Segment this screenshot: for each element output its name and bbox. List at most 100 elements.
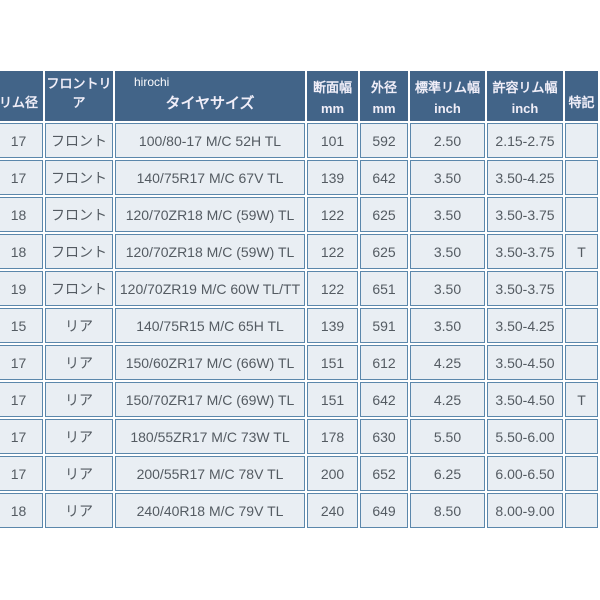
- cell-standard-rim-width: 3.50: [410, 160, 485, 195]
- cell-outer-diameter: 591: [360, 308, 408, 343]
- cell-special-note: [565, 123, 598, 158]
- cell-rim-diameter: 17: [0, 345, 43, 380]
- cell-special-note: [565, 197, 598, 232]
- col-header-label: フロントリア: [46, 76, 112, 110]
- cell-section-width: 139: [307, 308, 358, 343]
- cell-special-note: [565, 271, 598, 306]
- table-header: リム径 フロントリア hirochi タイヤサイズ 断面幅 mm 外径 mm: [0, 71, 598, 121]
- cell-front-rear: リア: [45, 493, 113, 528]
- cell-allowable-rim-width: 3.50-4.50: [487, 382, 563, 417]
- cell-allowable-rim-width: 3.50-3.75: [487, 271, 563, 306]
- cell-special-note: T: [565, 382, 598, 417]
- table-row: 17 フロント 100/80-17 M/C 52H TL 101 592 2.5…: [0, 123, 598, 158]
- cell-allowable-rim-width: 3.50-4.25: [487, 160, 563, 195]
- cell-special-note: [565, 419, 598, 454]
- cell-outer-diameter: 642: [360, 160, 408, 195]
- cell-outer-diameter: 612: [360, 345, 408, 380]
- cell-front-rear: フロント: [45, 123, 113, 158]
- cell-standard-rim-width: 6.25: [410, 456, 485, 491]
- cell-tire-size: 100/80-17 M/C 52H TL: [115, 123, 305, 158]
- cell-front-rear: リア: [45, 308, 113, 343]
- cell-allowable-rim-width: 8.00-9.00: [487, 493, 563, 528]
- cell-allowable-rim-width: 3.50-3.75: [487, 197, 563, 232]
- cell-standard-rim-width: 3.50: [410, 271, 485, 306]
- col-header-section-width: 断面幅 mm: [307, 71, 358, 121]
- cell-rim-diameter: 17: [0, 419, 43, 454]
- table-row: 17 リア 200/55R17 M/C 78V TL 200 652 6.25 …: [0, 456, 598, 491]
- cell-outer-diameter: 651: [360, 271, 408, 306]
- cell-outer-diameter: 630: [360, 419, 408, 454]
- col-header-special-note: 特記: [565, 71, 598, 121]
- col-header-tire-size: hirochi タイヤサイズ: [115, 71, 305, 121]
- table-body: 17 フロント 100/80-17 M/C 52H TL 101 592 2.5…: [0, 123, 598, 528]
- cell-rim-diameter: 18: [0, 234, 43, 269]
- cell-standard-rim-width: 3.50: [410, 308, 485, 343]
- cell-outer-diameter: 625: [360, 234, 408, 269]
- cell-allowable-rim-width: 3.50-3.75: [487, 234, 563, 269]
- cell-section-width: 122: [307, 197, 358, 232]
- cell-special-note: T: [565, 234, 598, 269]
- cell-front-rear: フロント: [45, 234, 113, 269]
- col-header-standard-rim-width: 標準リム幅 inch: [410, 71, 485, 121]
- cell-rim-diameter: 18: [0, 197, 43, 232]
- cell-standard-rim-width: 4.25: [410, 345, 485, 380]
- cell-allowable-rim-width: 3.50-4.25: [487, 308, 563, 343]
- cell-section-width: 122: [307, 271, 358, 306]
- cell-standard-rim-width: 5.50: [410, 419, 485, 454]
- cell-standard-rim-width: 4.25: [410, 382, 485, 417]
- cell-standard-rim-width: 3.50: [410, 197, 485, 232]
- col-header-unit: inch: [434, 101, 461, 116]
- cell-tire-size: 150/60ZR17 M/C (66W) TL: [115, 345, 305, 380]
- cell-tire-size: 120/70ZR18 M/C (59W) TL: [115, 234, 305, 269]
- cell-allowable-rim-width: 2.15-2.75: [487, 123, 563, 158]
- cell-front-rear: フロント: [45, 160, 113, 195]
- table-row: 17 リア 150/70ZR17 M/C (69W) TL 151 642 4.…: [0, 382, 598, 417]
- cell-special-note: [565, 456, 598, 491]
- col-header-label: 外径: [370, 80, 397, 95]
- col-header-unit: mm: [372, 101, 396, 116]
- cell-outer-diameter: 625: [360, 197, 408, 232]
- cell-standard-rim-width: 2.50: [410, 123, 485, 158]
- table-row: 18 フロント 120/70ZR18 M/C (59W) TL 122 625 …: [0, 234, 598, 269]
- cell-special-note: [565, 345, 598, 380]
- cell-special-note: [565, 160, 598, 195]
- cell-section-width: 178: [307, 419, 358, 454]
- cell-section-width: 240: [307, 493, 358, 528]
- cell-tire-size: 140/75R15 M/C 65H TL: [115, 308, 305, 343]
- table-row: 18 リア 240/40R18 M/C 79V TL 240 649 8.50 …: [0, 493, 598, 528]
- cell-rim-diameter: 17: [0, 123, 43, 158]
- col-header-label: 許容リム幅: [492, 80, 558, 95]
- cell-front-rear: リア: [45, 345, 113, 380]
- col-header-front-rear: フロントリア: [45, 71, 113, 121]
- cell-standard-rim-width: 8.50: [410, 493, 485, 528]
- cell-allowable-rim-width: 3.50-4.50: [487, 345, 563, 380]
- col-header-rim-diameter: リム径: [0, 71, 43, 121]
- cell-special-note: [565, 493, 598, 528]
- cell-front-rear: フロント: [45, 197, 113, 232]
- table-row: 18 フロント 120/70ZR18 M/C (59W) TL 122 625 …: [0, 197, 598, 232]
- cell-allowable-rim-width: 6.00-6.50: [487, 456, 563, 491]
- cell-outer-diameter: 592: [360, 123, 408, 158]
- col-header-label: 特記: [568, 95, 595, 110]
- table-row: 17 フロント 140/75R17 M/C 67V TL 139 642 3.5…: [0, 160, 598, 195]
- cell-section-width: 151: [307, 382, 358, 417]
- cell-rim-diameter: 17: [0, 382, 43, 417]
- cell-outer-diameter: 642: [360, 382, 408, 417]
- col-header-label: リム径: [0, 95, 38, 110]
- col-header-label: 標準リム幅: [414, 80, 480, 95]
- cell-tire-size: 200/55R17 M/C 78V TL: [115, 456, 305, 491]
- cell-tire-size: 120/70ZR19 M/C 60W TL/TT: [115, 271, 305, 306]
- col-header-label: 断面幅: [312, 80, 352, 95]
- col-header-allowable-rim-width: 許容リム幅 inch: [487, 71, 563, 121]
- col-header-unit: mm: [320, 101, 345, 116]
- cell-section-width: 200: [307, 456, 358, 491]
- cell-section-width: 139: [307, 160, 358, 195]
- table-row: 17 リア 150/60ZR17 M/C (66W) TL 151 612 4.…: [0, 345, 598, 380]
- cell-standard-rim-width: 3.50: [410, 234, 485, 269]
- cell-tire-size: 180/55ZR17 M/C 73W TL: [115, 419, 305, 454]
- header-row: リム径 フロントリア hirochi タイヤサイズ 断面幅 mm 外径 mm: [0, 71, 598, 121]
- table-row: 15 リア 140/75R15 M/C 65H TL 139 591 3.50 …: [0, 308, 598, 343]
- cell-section-width: 151: [307, 345, 358, 380]
- watermark-text: hirochi: [134, 75, 170, 89]
- cell-rim-diameter: 17: [0, 456, 43, 491]
